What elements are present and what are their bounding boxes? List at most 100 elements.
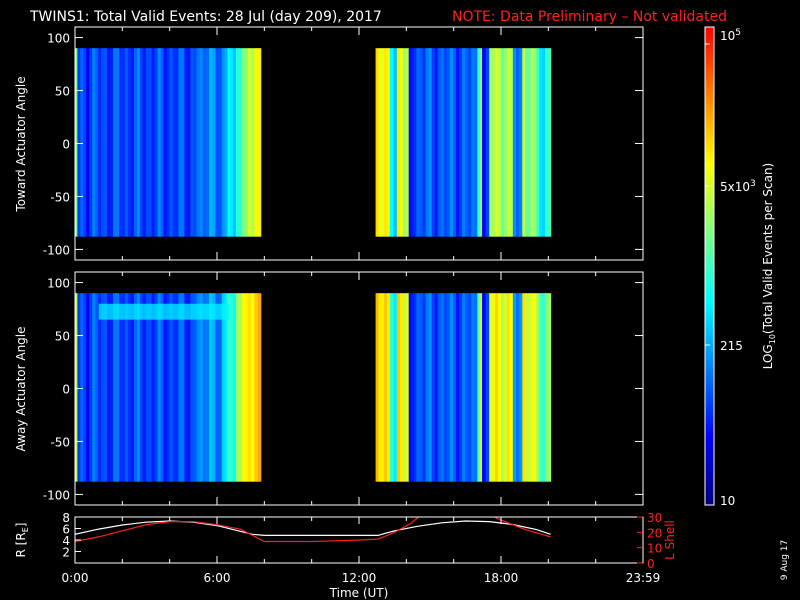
heatmap-cell-p1-b1-c12 bbox=[113, 48, 117, 237]
heatmap-cell-p1-b14-c1 bbox=[515, 48, 520, 237]
heatmap-cell-p2-b1-c23 bbox=[145, 293, 150, 482]
heatmap-cell-p1-b1-c31 bbox=[169, 48, 174, 237]
heatmap-cell-p2-b10-c0 bbox=[413, 293, 417, 482]
heatmap-cell-p1-b1-c18 bbox=[130, 48, 135, 237]
heatmap-cell-p2-b9-c0 bbox=[408, 293, 412, 482]
time-tick-label-4: 23:59 bbox=[626, 571, 661, 585]
time-xlabel: Time (UT) bbox=[329, 586, 389, 600]
heatmap-cell-p2-b2-c4 bbox=[205, 293, 210, 482]
heatmap-cell-p1-b2-c7 bbox=[215, 48, 220, 237]
heatmap-cell-p1-b15-c4 bbox=[533, 48, 537, 237]
heatmap-cell-p1-b0-c0 bbox=[75, 48, 78, 237]
ytick-label-p1-3: -50 bbox=[50, 190, 70, 204]
heatmap-cell-p2-b10-c6 bbox=[431, 293, 436, 482]
heatmap-cell-p1-b2-c3 bbox=[202, 48, 207, 237]
heatmap-cell-p2-b1-c20 bbox=[136, 293, 141, 482]
colorbar-bottom-label: 10 bbox=[720, 494, 735, 508]
heatmap-cell-p1-b1-c28 bbox=[160, 48, 165, 237]
heatmap-cell-p1-b10-c0 bbox=[413, 48, 417, 237]
heatmap-cell-p1-b1-c13 bbox=[116, 48, 120, 237]
heatmap-cell-p2-b1-c19 bbox=[133, 293, 138, 482]
ytick-label-p2-4: -100 bbox=[43, 488, 70, 502]
heatmap-cell-p2-b13-c0 bbox=[489, 293, 493, 482]
heatmap-cell-p2-b2-c2 bbox=[199, 293, 204, 482]
heatmap-cell-p1-b1-c32 bbox=[172, 48, 176, 237]
heatmap-cell-p2-b15-c2 bbox=[527, 293, 532, 482]
heatmap-cell-p1-b2-c6 bbox=[212, 48, 216, 237]
colorbar-mid-label: 5x103 bbox=[720, 179, 756, 194]
heatmap-cell-p1-b4-c3 bbox=[244, 48, 249, 237]
heatmap-cell-p1-b2-c4 bbox=[205, 48, 210, 237]
panel-away-ticks: 100 50 0 -50 -100 bbox=[43, 272, 644, 505]
heatmap-cell-p1-b10-c8 bbox=[437, 48, 442, 237]
heatmap-cell-p2-b2-c8 bbox=[218, 293, 223, 482]
heatmap-cell-p2-b1-c22 bbox=[142, 293, 147, 482]
heatmap-cell-p2-b0-c0 bbox=[75, 293, 78, 482]
heatmap-cell-p1-b5-c3 bbox=[257, 48, 262, 237]
heatmap-cell-p1-b13-c3 bbox=[498, 48, 502, 237]
heatmap-cell-p1-b1-c2 bbox=[83, 48, 87, 237]
heatmap-cell-p2-b1-c12 bbox=[113, 293, 117, 482]
heatmap-cell-p2-b2-c0 bbox=[193, 293, 197, 482]
heatmap-cell-p1-b1-c7 bbox=[98, 48, 102, 237]
heatmap-cell-p1-b3-c0 bbox=[221, 48, 226, 237]
heatmap-cell-p2-b8-c1 bbox=[399, 293, 404, 482]
heatmap-cell-p2-b12-c0 bbox=[482, 293, 487, 482]
heatmap-cell-p1-b10-c3 bbox=[422, 48, 427, 237]
colorbar-ticks bbox=[705, 43, 710, 346]
heatmap-cell-p1-b6-c3 bbox=[384, 48, 388, 237]
preliminary-note: NOTE: Data Preliminary – Not validated bbox=[452, 9, 727, 25]
heatmap-cell-p2-b1-c1 bbox=[80, 293, 84, 482]
heatmap-cell-p1-b3-c4 bbox=[233, 48, 237, 237]
heatmap-cell-p2-b1-c33 bbox=[175, 293, 179, 482]
heatmap-cell-p1-b12-c0 bbox=[482, 48, 487, 237]
heatmap-cell-p1-b12-c1 bbox=[485, 48, 490, 237]
heatmap-cell-p2-b1-c27 bbox=[157, 293, 162, 482]
heatmap-cell-p1-b1-c38 bbox=[190, 48, 194, 237]
heatmap-cell-p2-b9-c1 bbox=[411, 293, 414, 482]
heatmap-cell-p2-b10-c15 bbox=[459, 293, 463, 482]
heatmap-cell-p2-b1-c3 bbox=[86, 293, 90, 482]
heatmap-cell-p1-b10-c18 bbox=[468, 48, 472, 237]
orbit-left-ylabel: R [RE] bbox=[14, 523, 30, 558]
heatmap-cell-p2-b16-c2 bbox=[542, 293, 546, 482]
heatmap-cell-p2-b3-c0 bbox=[221, 293, 226, 482]
time-tick-label-1: 6:00 bbox=[204, 571, 231, 585]
heatmap-cell-p1-b8-c3 bbox=[405, 48, 410, 237]
heatmap-cell-p1-b10-c9 bbox=[440, 48, 445, 237]
heatmap-cell-p2-b10-c1 bbox=[416, 293, 421, 482]
heatmap-cell-p1-b10-c14 bbox=[456, 48, 460, 237]
heatmap-cell-p1-b16-c0 bbox=[536, 48, 540, 237]
heatmap-cell-p2-b1-c25 bbox=[151, 293, 156, 482]
heatmap-cell-p1-b1-c35 bbox=[181, 48, 185, 237]
heatmap-cell-p1-b14-c2 bbox=[519, 48, 523, 237]
ytick-label-p1-1: 50 bbox=[55, 85, 70, 99]
heatmap-cell-p1-b10-c15 bbox=[459, 48, 463, 237]
heatmap-cell-p2-b14-c0 bbox=[512, 293, 517, 482]
colorbar: 105 5x103 215 10 LOG10(Total Valid Event… bbox=[704, 26, 777, 508]
time-tick-label-3: 18:00 bbox=[484, 571, 519, 585]
heatmap-cell-p1-b13-c2 bbox=[495, 48, 499, 237]
heatmap-cell-p1-b2-c1 bbox=[196, 48, 201, 237]
orbit-ytick-right-label-1: 10 bbox=[647, 542, 662, 556]
heatmap-cell-p1-b1-c9 bbox=[104, 48, 108, 237]
heatmap-cell-p2-b1-c38 bbox=[190, 293, 194, 482]
heatmap-cell-p1-b1-c24 bbox=[148, 48, 153, 237]
ytick-label-p1-4: -100 bbox=[43, 243, 70, 257]
heatmap-cell-p1-b2-c5 bbox=[209, 48, 213, 237]
heatmap-cell-p1-b2-c0 bbox=[193, 48, 197, 237]
heatmap-cell-p1-b6-c2 bbox=[381, 48, 385, 237]
heatmap-cell-p1-b14-c0 bbox=[512, 48, 517, 237]
heatmap-cell-p1-b1-c17 bbox=[127, 48, 132, 237]
heatmap-cell-p1-b16-c4 bbox=[547, 48, 552, 237]
heatmap-cell-p1-b3-c3 bbox=[230, 48, 234, 237]
panel-away-heatmap bbox=[75, 293, 552, 482]
heatmap-bright-stripe bbox=[98, 303, 229, 320]
heatmap-cell-p2-b6-c1 bbox=[378, 293, 382, 482]
heatmap-cell-p1-b8-c2 bbox=[402, 48, 407, 237]
heatmap-cell-p2-b15-c0 bbox=[522, 293, 526, 482]
heatmap-cell-p1-b1-c19 bbox=[133, 48, 138, 237]
heatmap-cell-p2-b4-c1 bbox=[238, 293, 243, 482]
heatmap-cell-p1-b15-c3 bbox=[530, 48, 535, 237]
heatmap-cell-p2-b11-c1 bbox=[479, 293, 483, 482]
